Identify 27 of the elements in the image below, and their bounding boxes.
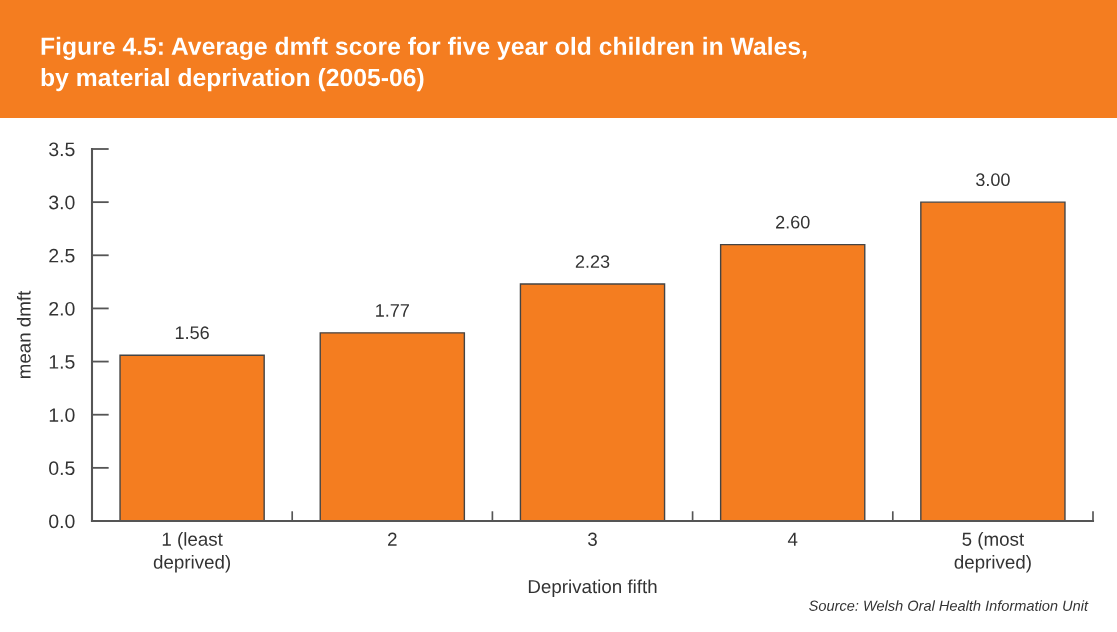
x-tick-label: 3 — [588, 532, 597, 546]
x-axis-title: Deprivation fifth — [528, 579, 657, 597]
x-tick-label: 4 — [787, 532, 798, 546]
y-tick-label: 3.0 — [49, 195, 75, 210]
data-label: 2.23 — [575, 255, 610, 268]
y-tick-label: 2.5 — [49, 248, 75, 263]
x-tick-label: 2 — [388, 532, 397, 546]
y-tick-label: 3.5 — [49, 142, 75, 157]
x-tick-label: 1 (least deprived) — [153, 532, 231, 573]
bar — [920, 201, 1066, 521]
y-tick-label: 1.0 — [49, 408, 75, 422]
x-tick-label: 5 (most deprived) — [954, 532, 1031, 573]
bar — [519, 283, 666, 521]
bar — [119, 354, 265, 521]
data-label: 3.00 — [976, 173, 1010, 187]
bar — [319, 332, 466, 521]
y-tick-label: 0.0 — [49, 514, 75, 529]
data-label: 2.60 — [776, 215, 810, 229]
y-tick-label: 1.5 — [49, 355, 75, 369]
y-tick-label: 0.5 — [49, 461, 75, 476]
y-tick-label: 2.0 — [49, 301, 75, 316]
source-note: Source: Welsh Oral Health Information Unit — [809, 600, 1089, 611]
bar — [719, 243, 866, 521]
chart-title: Figure 4.5: Average dmft score for five year old children in Wales, by material deprivation (2005-06) — [41, 36, 807, 92]
data-label: 1.77 — [376, 304, 409, 317]
data-label: 1.56 — [175, 326, 209, 340]
y-axis-title: mean dmft — [16, 290, 31, 379]
